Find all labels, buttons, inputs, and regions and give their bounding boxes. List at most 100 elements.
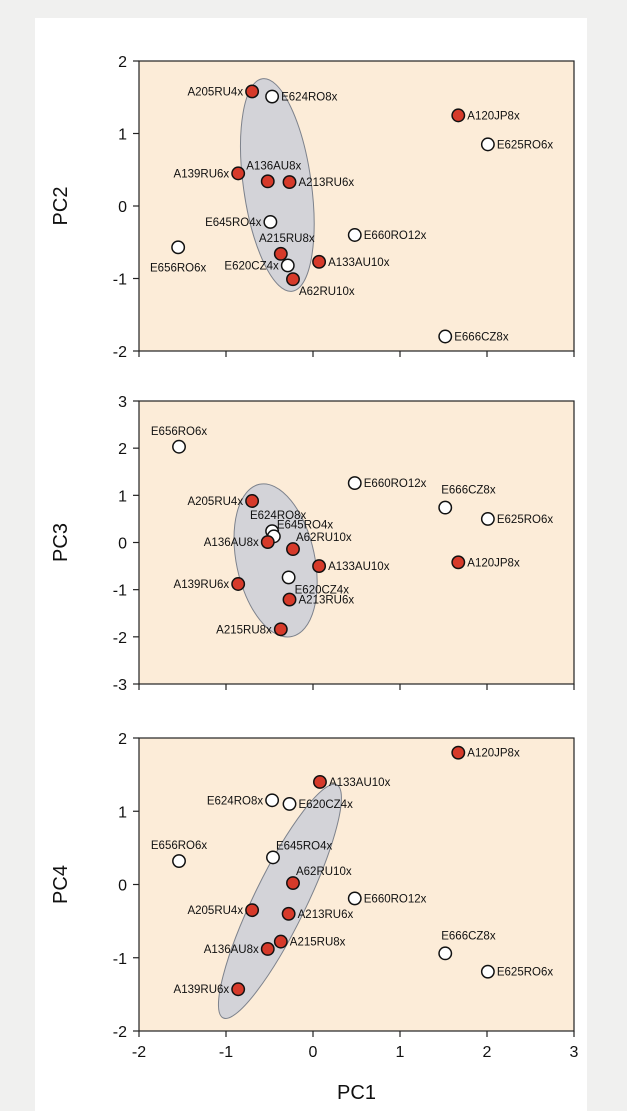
y-tick-label: 2 (118, 54, 127, 71)
data-point-open (266, 850, 280, 865)
scatter-panel-2: -3 -2 -1 0 1 2 3 PC3 E656RO6x E660RO12x A205RU4x E6… (50, 394, 575, 694)
data-point-open (347, 476, 362, 491)
y-tick-label: 1 (118, 804, 127, 821)
point-label: A213RU6x (299, 595, 355, 607)
data-point-open (263, 215, 278, 229)
y-axis-title: PC2 (50, 187, 72, 226)
point-label: A139RU6x (174, 168, 230, 180)
data-point-filled (312, 254, 327, 269)
y-tick-label: 0 (118, 199, 127, 216)
data-point-open (281, 570, 296, 585)
y-tick-label: 1 (118, 488, 127, 505)
y-tick-label: -2 (113, 344, 127, 361)
data-point-filled (260, 174, 275, 189)
data-point-filled (312, 559, 327, 574)
point-label: A136AU8x (204, 537, 259, 549)
point-label: E660RO12x (364, 893, 427, 905)
point-label: E624RO8x (281, 92, 338, 104)
data-point-filled (260, 535, 275, 549)
point-label: A133AU10x (329, 777, 391, 789)
scatter-panel-1: -2 -1 0 1 2 PC2 A205RU4x E624RO8x A120JP8x E625RO… (50, 54, 575, 361)
y-tick-label: 2 (118, 441, 127, 458)
data-point-open (265, 89, 280, 104)
data-point-filled (260, 942, 275, 956)
data-point-open (172, 854, 186, 869)
point-label: A215RU8x (259, 233, 315, 245)
point-label: A120JP8x (467, 110, 520, 122)
point-label: E666CZ8x (454, 332, 509, 344)
point-label: A133AU10x (328, 561, 390, 573)
x-tick-label: -1 (219, 1044, 233, 1061)
plot-area (139, 401, 574, 684)
scatter-panel-3: -2 -1 0 1 2 -2 -1 0 1 2 3 PC4 PC1 A120JP8x A133AU10x E6… (50, 731, 579, 1104)
data-point-filled (231, 577, 246, 591)
point-label: A213RU6x (298, 909, 354, 921)
point-label: E625RO6x (497, 514, 554, 526)
data-point-open (438, 946, 453, 961)
point-label: E625RO6x (497, 967, 554, 979)
point-label: A120JP8x (467, 748, 520, 760)
y-axis-title: PC4 (50, 865, 72, 904)
x-tick-label: 0 (309, 1044, 318, 1061)
point-label: E666CZ8x (441, 930, 496, 942)
data-point-open (480, 964, 495, 979)
data-point-filled (451, 555, 466, 570)
data-point-open (347, 228, 362, 242)
x-axis-title: PC1 (337, 1082, 376, 1104)
point-label: A133AU10x (328, 257, 390, 269)
point-label: A205RU4x (187, 905, 243, 917)
x-tick-label: 3 (570, 1044, 579, 1061)
data-point-filled (273, 622, 288, 637)
data-point-filled (313, 775, 327, 789)
figure: -2 -1 0 1 2 PC2 A205RU4x E624RO8x A120JP8x E625RO… (35, 18, 587, 1111)
point-label: E620CZ4x (295, 584, 350, 596)
confidence-ellipse (240, 78, 315, 292)
point-label: E624RO8x (207, 795, 264, 807)
point-label: A62RU10x (296, 866, 352, 878)
data-point-open (480, 511, 495, 526)
point-label: E656RO6x (151, 426, 208, 438)
point-label: A213RU6x (299, 177, 355, 189)
point-label: A139RU6x (174, 984, 230, 996)
data-point-filled (273, 934, 288, 949)
y-tick-label: 0 (118, 536, 127, 553)
plot-area (139, 738, 574, 1031)
point-label: A205RU4x (187, 496, 243, 508)
x-tick-label: 1 (396, 1044, 405, 1061)
point-label: A215RU8x (290, 937, 346, 949)
y-tick-label: -2 (113, 1024, 127, 1041)
point-label: A205RU4x (187, 86, 243, 98)
point-label: E624RO8x (250, 510, 307, 522)
data-point-filled (286, 272, 300, 287)
point-label: E620CZ4x (299, 799, 354, 811)
point-label: E666CZ8x (441, 485, 496, 497)
point-label: A120JP8x (467, 557, 520, 569)
data-point-filled (245, 494, 260, 508)
y-tick-label: 0 (118, 878, 127, 895)
data-point-open (171, 240, 186, 255)
data-point-filled (231, 166, 246, 181)
data-point-filled (282, 592, 297, 607)
y-tick-label: 3 (118, 394, 127, 411)
y-tick-label: 2 (118, 731, 127, 748)
y-axis-title: PC3 (50, 523, 72, 562)
pca-scatter-figure: -2 -1 0 1 2 PC2 A205RU4x E624RO8x A120JP8x E625RO… (50, 54, 579, 1104)
data-point-open (172, 439, 186, 454)
point-label: A139RU6x (174, 579, 230, 591)
confidence-ellipse (217, 783, 342, 1019)
point-label: E656RO6x (151, 840, 208, 852)
data-point-open (282, 796, 297, 811)
data-point-filled (245, 903, 260, 918)
point-label: A136AU8x (246, 160, 301, 172)
plot-area (139, 61, 574, 351)
point-label: E625RO6x (497, 139, 554, 151)
data-point-open (347, 891, 362, 906)
data-point-open (438, 500, 453, 515)
data-point-filled (451, 745, 466, 760)
point-label: E660RO12x (364, 478, 427, 490)
data-point-filled (273, 246, 288, 261)
y-tick-label: 1 (118, 127, 127, 144)
y-tick-label: -2 (113, 630, 127, 647)
data-point-open (438, 329, 453, 344)
point-label: A215RU8x (216, 624, 272, 636)
